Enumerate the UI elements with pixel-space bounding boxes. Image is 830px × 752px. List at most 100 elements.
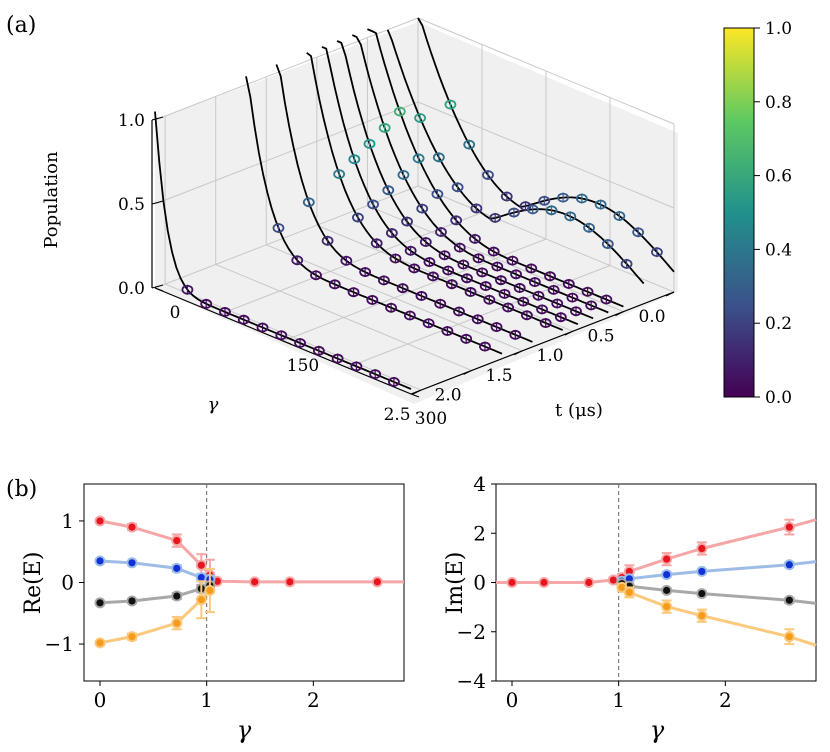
data-point-blue <box>128 559 136 567</box>
t-tick-label: 0 <box>170 303 181 323</box>
colorbar-tick-label: 0.4 <box>765 240 792 260</box>
data-point-orange <box>785 633 793 641</box>
y-tick-label: −1 <box>45 632 74 656</box>
gamma-tick <box>463 370 472 375</box>
data-point-red <box>609 576 617 584</box>
gamma-tick-label: 2.0 <box>435 385 462 405</box>
data-point-red <box>698 544 706 553</box>
gamma-tick-label: 1.5 <box>486 366 513 386</box>
data-point-red <box>373 578 381 586</box>
z-tick-label: 0.0 <box>118 279 145 299</box>
data-point-red <box>96 517 104 525</box>
fit-curve <box>336 40 594 320</box>
y-tick-label: −4 <box>457 669 486 693</box>
data-point-orange <box>698 612 706 620</box>
data-point-orange <box>625 588 633 596</box>
panel-a-label: (a) <box>6 13 36 38</box>
t-axis-label: t (μs) <box>555 400 603 421</box>
gamma-tick-label: 0.0 <box>638 307 665 327</box>
gamma-tick-label: 2.5 <box>384 405 411 425</box>
data-point-red <box>197 561 205 569</box>
data-point-orange <box>197 596 205 604</box>
back-right-pane <box>418 22 678 292</box>
real-energy-plot: Re(E) γ 0 1 2 −1 0 1 <box>21 483 405 744</box>
grid-line <box>154 17 419 121</box>
data-point-black <box>785 596 793 604</box>
data-point-blue <box>173 564 181 572</box>
data-point-red <box>585 578 593 587</box>
t-axis-spine <box>410 291 675 395</box>
t-tick <box>410 393 420 398</box>
z-axis-label: Population <box>41 151 62 249</box>
x-tick-label: 2 <box>719 688 732 712</box>
data-point-orange <box>173 619 181 627</box>
colorbar-ticks: 0.0 0.2 0.4 0.6 0.8 1.0 <box>754 19 792 408</box>
t-tick-label: 300 <box>415 409 447 429</box>
x-tick-label: 0 <box>506 688 519 712</box>
data-point-orange <box>206 586 214 595</box>
y-tick-label: 1 <box>61 509 74 533</box>
x-tick-label: 0 <box>94 688 107 712</box>
data-point-black <box>698 589 706 598</box>
data-point-blue <box>785 561 793 569</box>
y-tick-label: 0 <box>473 571 486 595</box>
z-tick-label: 0.5 <box>118 195 145 215</box>
gamma-axis-label: γ <box>208 394 219 415</box>
fit-curve <box>321 46 579 326</box>
im-x-axis-label: γ <box>650 716 665 744</box>
data-point-red <box>540 578 548 587</box>
data-point-red <box>286 578 294 586</box>
z-tick-label: 1.0 <box>118 111 145 131</box>
colorbar-tick-label: 1.0 <box>765 19 792 39</box>
data-point-orange <box>96 639 104 647</box>
fit-curve <box>367 28 624 308</box>
data-point-blue <box>663 571 671 579</box>
grid-line <box>154 101 419 205</box>
colorbar-gradient <box>723 27 755 398</box>
data-point-blue <box>698 567 706 576</box>
back-left-pane <box>155 22 418 288</box>
gamma-tick <box>665 291 675 297</box>
im-y-axis-label: Im(E) <box>443 552 468 615</box>
z-tick <box>151 200 164 205</box>
z-tick <box>151 116 164 121</box>
x-tick-label: 1 <box>612 688 625 712</box>
z-tick <box>151 284 164 289</box>
fit-curve <box>386 29 645 285</box>
re-x-axis-label: γ <box>237 716 252 744</box>
colorbar-tick-label: 0.2 <box>765 314 792 334</box>
colorbar-tick-label: 0.0 <box>765 388 792 408</box>
data-point-red <box>173 537 181 545</box>
data-point-red <box>663 555 671 563</box>
fit-curve <box>351 34 609 314</box>
fit-curve <box>154 111 412 390</box>
y-tick-label: 2 <box>473 521 486 545</box>
fit-curves <box>154 17 675 390</box>
gamma-tick <box>615 311 624 317</box>
x-tick-label: 2 <box>307 688 320 712</box>
t-tick <box>282 340 292 345</box>
x-tick-label: 1 <box>200 688 213 712</box>
data-point-red <box>128 523 136 531</box>
y-tick-label: 0 <box>61 571 74 595</box>
fit-curve <box>306 52 564 331</box>
data-point-red <box>785 523 793 531</box>
grid-line <box>154 185 419 289</box>
fit-curve <box>275 64 533 343</box>
data-point-black <box>173 592 181 600</box>
axis-ticks: 0.0 0.5 1.0 0.0 0.5 1.0 1.5 2.0 2.5 0 150 300 <box>118 111 675 429</box>
gamma-tick-label: 0.5 <box>587 327 614 347</box>
colorbar-tick-label: 0.6 <box>765 167 792 187</box>
data-point-blue <box>625 575 633 583</box>
panel-b-label: (b) <box>6 477 37 502</box>
population-3d-plot: 0.0 0.5 1.0 0.0 0.5 1.0 1.5 2.0 2.5 0 150 300 Popul… <box>41 17 678 429</box>
gamma-tick <box>514 350 523 356</box>
data-point-black <box>96 599 104 607</box>
re-y-axis-label: Re(E) <box>21 552 46 615</box>
colorbar: 0.0 0.2 0.4 0.6 0.8 1.0 <box>723 19 792 408</box>
fit-curve <box>417 17 675 273</box>
colorbar-tick-label: 0.8 <box>765 93 792 113</box>
imag-energy-plot: Im(E) γ 0 1 2 −4 −2 0 2 4 <box>443 472 817 744</box>
t-tick <box>154 287 164 292</box>
